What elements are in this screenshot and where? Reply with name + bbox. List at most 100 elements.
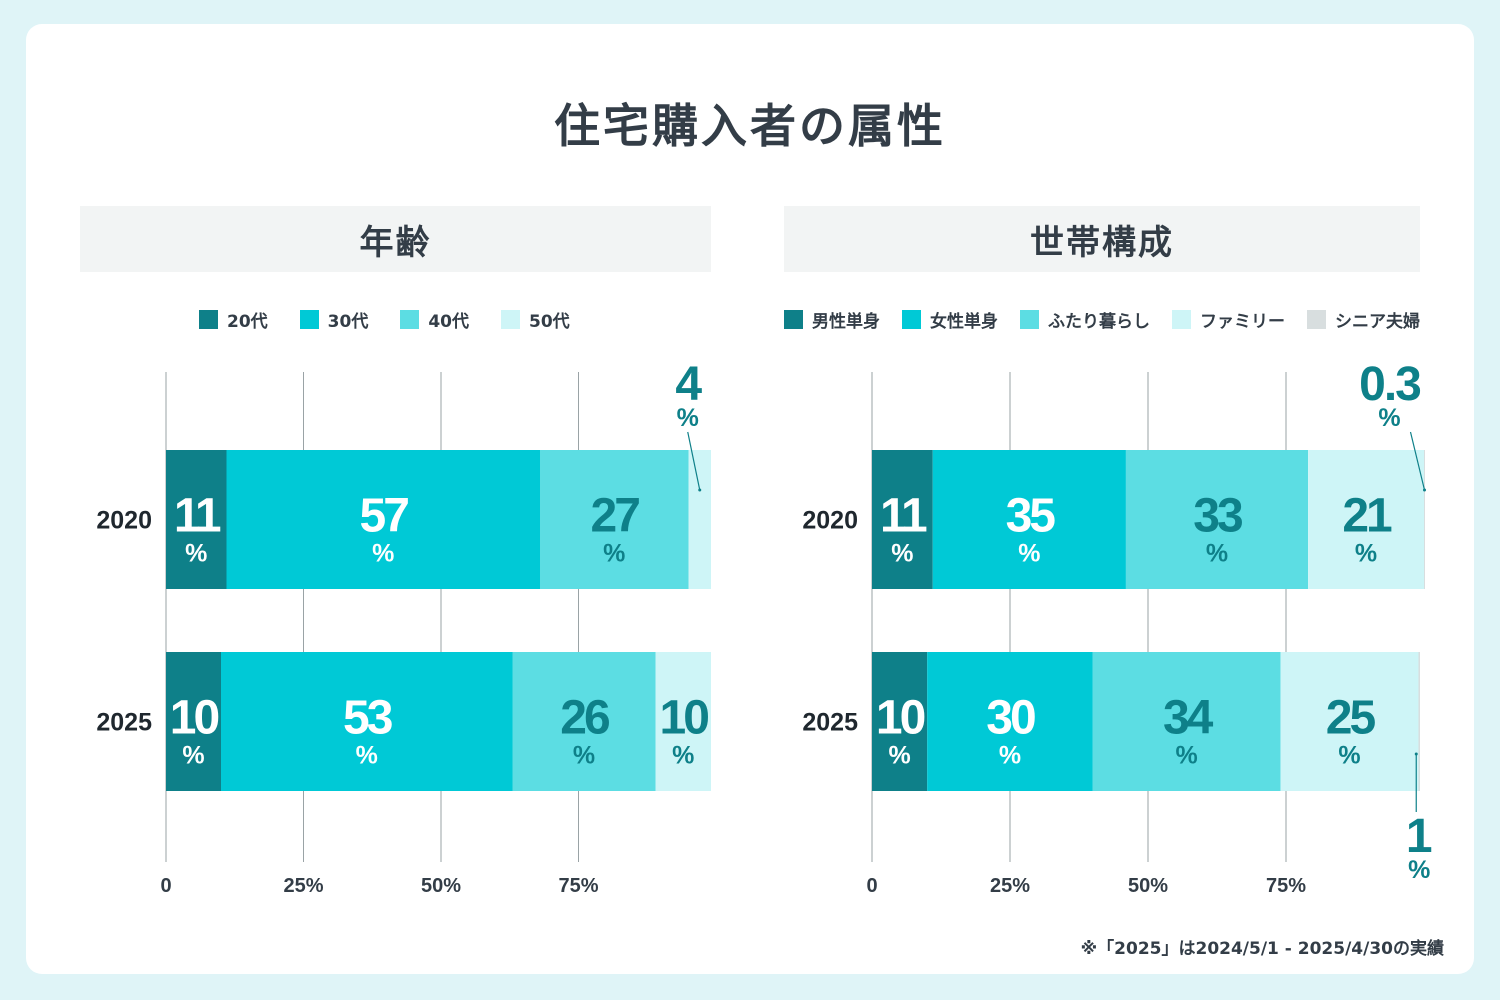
bar-segment [872, 450, 933, 589]
age-legend: 20代 30代 40代 50代 [199, 306, 570, 332]
page-title: 住宅購入者の属性 [554, 99, 946, 153]
callout-dot [1423, 488, 1426, 492]
data-label-unit: % [888, 742, 910, 770]
bar-segment [1308, 450, 1424, 589]
legend-swatch [199, 309, 218, 329]
category-label: 2020 [96, 507, 152, 535]
legend-swatch [1172, 309, 1191, 329]
legend-item: シニア夫婦 [1307, 307, 1420, 332]
legend-swatch [501, 309, 521, 329]
x-tick-label: 25% [283, 875, 323, 897]
x-tick-label: 50% [421, 875, 461, 897]
legend-label: 20代 [227, 311, 268, 332]
data-label: 0.3 [1359, 358, 1420, 411]
callout-line [1409, 431, 1426, 491]
legend-label: シニア夫婦 [1335, 311, 1420, 332]
bar-segment [540, 450, 689, 589]
household-panel-header: 世帯構成 [784, 206, 1420, 272]
data-label: 4 [675, 358, 702, 411]
legend-swatch [1020, 309, 1039, 329]
callout-line [687, 431, 701, 491]
category-label: 2025 [96, 709, 152, 737]
data-label: 10 [876, 692, 925, 745]
data-label-unit: % [372, 540, 394, 568]
legend-item: 40代 [400, 307, 469, 332]
bar-segment [1280, 652, 1419, 791]
data-label-unit: % [999, 742, 1021, 770]
legend-swatch [400, 309, 420, 329]
data-label-unit: % [1338, 742, 1360, 770]
data-label: 10 [660, 692, 709, 745]
bar-segment [872, 652, 928, 791]
bar-segment [1125, 450, 1309, 589]
data-label-unit: % [573, 742, 595, 770]
bar-segment [688, 450, 711, 589]
data-label: 11 [174, 490, 221, 543]
legend-swatch [784, 309, 803, 329]
footnote: ※「2025」は2024/5/1 - 2025/4/30の実績 [1080, 939, 1444, 959]
bar-segment [166, 450, 227, 589]
category-label: 2025 [802, 709, 858, 737]
data-label-unit: % [891, 540, 913, 568]
data-label: 30 [986, 692, 1035, 745]
data-label: 11 [880, 490, 927, 543]
bar-segment [655, 652, 711, 791]
age-panel-header: 年齢 [80, 206, 711, 272]
bar-segment [1424, 450, 1425, 589]
bar-segment [932, 450, 1126, 589]
bar-segment [226, 450, 540, 589]
callout-dot [1414, 752, 1418, 756]
data-label-unit: % [603, 540, 625, 568]
bar-segment [166, 652, 221, 791]
household-legend: 男性単身 女性単身 ふたり暮らし ファミリー シニア夫婦 [784, 306, 1420, 332]
bar-segment [221, 652, 513, 791]
data-label: 53 [343, 692, 392, 745]
data-label-unit: % [677, 404, 699, 432]
legend-swatch [902, 309, 921, 329]
legend-label: ファミリー [1200, 311, 1285, 332]
data-label-unit: % [1408, 856, 1430, 884]
data-label: 26 [560, 692, 609, 745]
legend-item: 女性単身 [902, 307, 998, 332]
data-label: 35 [1006, 490, 1056, 543]
legend-item: 30代 [299, 307, 369, 332]
category-label: 2020 [802, 507, 858, 535]
legend-swatch [299, 309, 319, 329]
data-label-unit: % [672, 742, 694, 770]
x-tick-label: 0 [160, 875, 171, 897]
callout-dot [698, 488, 702, 492]
legend-label: 50代 [529, 311, 570, 332]
data-label-unit: % [1176, 742, 1198, 770]
x-tick-label: 75% [558, 875, 598, 897]
legend-label: 男性単身 [812, 311, 880, 332]
data-label-unit: % [1378, 404, 1400, 432]
data-label-unit: % [182, 742, 204, 770]
bar-segment [1418, 652, 1420, 791]
legend-label: 女性単身 [930, 311, 998, 332]
data-label: 1 [1406, 810, 1433, 863]
legend-label: 30代 [327, 311, 369, 332]
legend-item: ファミリー [1172, 307, 1285, 332]
data-label-unit: % [1018, 540, 1040, 568]
data-label-unit: % [1355, 540, 1377, 568]
bar-segment [927, 652, 1093, 791]
data-label: 10 [170, 692, 219, 745]
legend-item: 男性単身 [784, 307, 880, 332]
bar-segment [512, 652, 656, 791]
bar-segment [1092, 652, 1281, 791]
x-tick-label: 50% [1128, 875, 1168, 897]
data-label: 33 [1193, 490, 1242, 543]
x-tick-label: 0 [866, 875, 877, 897]
legend-item: ふたり暮らし [1020, 307, 1150, 332]
data-label-unit: % [356, 742, 378, 770]
data-label-unit: % [1206, 540, 1228, 568]
data-label: 57 [360, 490, 409, 543]
legend-label: 40代 [428, 311, 470, 332]
x-tick-label: 75% [1266, 875, 1306, 897]
legend-label: ふたり暮らし [1048, 311, 1150, 332]
data-label: 25 [1326, 692, 1376, 745]
data-label: 34 [1163, 692, 1214, 745]
legend-item: 20代 [199, 307, 268, 332]
x-tick-label: 25% [990, 875, 1030, 897]
